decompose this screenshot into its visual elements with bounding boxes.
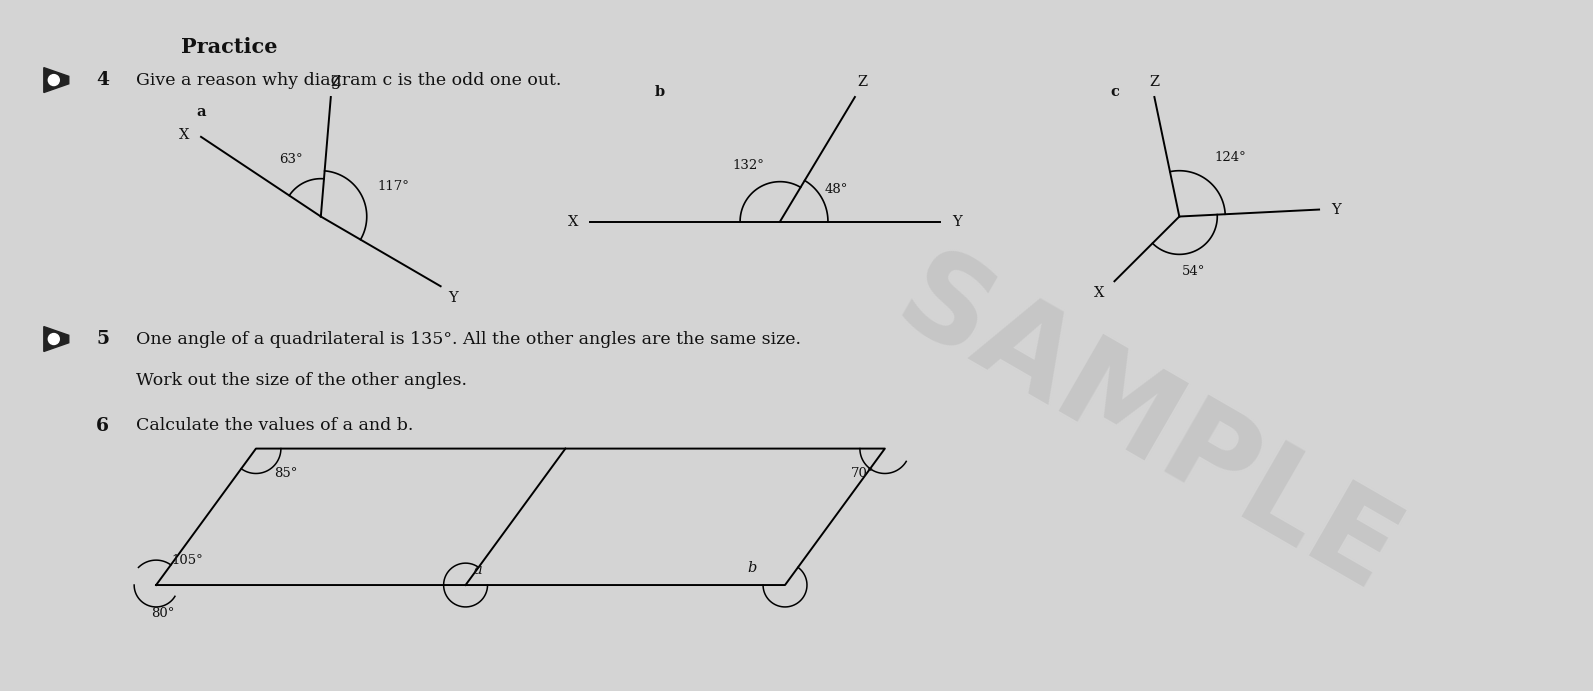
Circle shape xyxy=(48,334,59,345)
Text: 70°: 70° xyxy=(851,466,875,480)
Text: c: c xyxy=(1110,85,1118,99)
Text: Calculate the values of a and b.: Calculate the values of a and b. xyxy=(135,417,414,434)
Text: Give a reason why diagram c is the odd one out.: Give a reason why diagram c is the odd o… xyxy=(135,72,561,88)
Text: 5: 5 xyxy=(96,330,110,348)
Polygon shape xyxy=(45,68,68,93)
Text: 54°: 54° xyxy=(1182,265,1206,278)
Text: 4: 4 xyxy=(96,71,110,89)
Text: b: b xyxy=(655,85,666,99)
Text: One angle of a quadrilateral is 135°. All the other angles are the same size.: One angle of a quadrilateral is 135°. Al… xyxy=(135,330,801,348)
Text: Y: Y xyxy=(951,214,962,229)
Text: a: a xyxy=(473,563,483,577)
Text: Y: Y xyxy=(449,291,459,305)
Text: 63°: 63° xyxy=(279,153,303,166)
Text: 124°: 124° xyxy=(1215,151,1247,164)
Text: 48°: 48° xyxy=(825,183,847,196)
Text: Practice: Practice xyxy=(182,37,277,57)
Text: Z: Z xyxy=(857,75,868,89)
Polygon shape xyxy=(45,327,68,352)
Text: X: X xyxy=(1094,286,1104,300)
Text: 6: 6 xyxy=(96,417,110,435)
Text: X: X xyxy=(569,214,578,229)
Text: 105°: 105° xyxy=(170,554,202,567)
Text: a: a xyxy=(196,105,205,119)
Text: 132°: 132° xyxy=(733,159,765,171)
Text: 85°: 85° xyxy=(274,466,298,480)
Text: Work out the size of the other angles.: Work out the size of the other angles. xyxy=(135,372,467,389)
Text: b: b xyxy=(747,561,757,575)
Circle shape xyxy=(48,75,59,86)
Text: 80°: 80° xyxy=(151,607,175,620)
Text: 117°: 117° xyxy=(378,180,409,193)
Text: Y: Y xyxy=(1332,202,1341,216)
Text: Z: Z xyxy=(331,75,341,89)
Text: X: X xyxy=(178,128,190,142)
Text: SAMPLE: SAMPLE xyxy=(876,238,1416,618)
Text: Z: Z xyxy=(1149,75,1160,89)
